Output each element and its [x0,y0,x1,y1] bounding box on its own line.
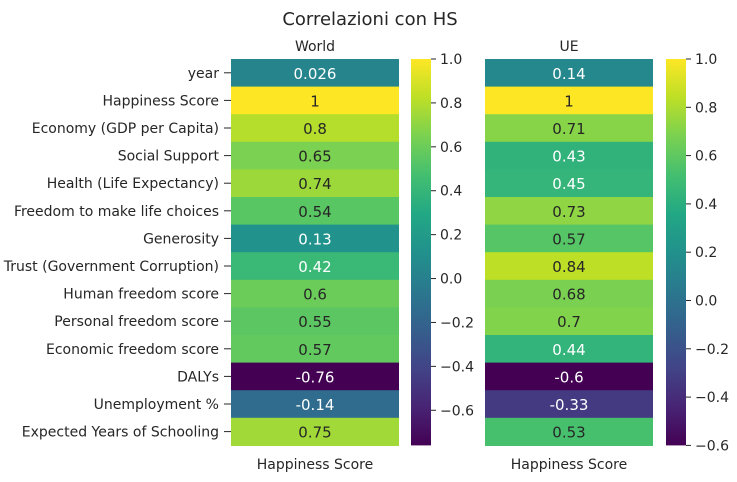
cell-value-label: 0.57 [298,341,331,359]
colorbar-tick-label: −0.4 [695,390,729,406]
cell-value-label: -0.76 [296,368,335,386]
heatmap-cell [485,335,653,364]
heatmap-cell [485,59,653,88]
heatmap-cell [231,141,399,170]
cell-value-label: 1 [564,92,574,110]
colorbar-tick-label: 0.8 [695,100,717,116]
colorbar-tick-label: 0.6 [695,149,717,165]
row-label: Expected Years of Schooling [22,425,219,441]
cell-value-label: 0.68 [552,286,585,304]
heatmap-cell [231,252,399,281]
heatmap-cell [485,197,653,226]
heatmap-cell [231,279,399,308]
heatmap-cell [231,362,399,391]
heatmap-cell [485,362,653,391]
panel-world: World 0.026 1 0.8 0.65 0.74 0.54 0.13 0.42 0.6 0.5… [231,39,474,473]
cell-value-label: 0.14 [552,65,585,83]
cell-value-label: 0.7 [557,313,581,331]
colorbar-tick-label: −0.6 [695,438,729,454]
colorbar-tick-label: 0.8 [440,96,462,112]
cell-value-label: 1 [310,92,320,110]
colorbar-tick-label: 0.4 [440,184,462,200]
x-axis-label: Happiness Score [511,457,628,473]
cell-value-label: 0.71 [552,120,585,138]
row-label: Personal freedom score [54,314,219,330]
heatmap-cell [485,86,653,115]
cell-value-label: 0.75 [298,424,331,442]
chart-title: Correlazioni con HS [282,9,457,30]
panel-ue: UE 0.14 1 0.71 0.43 0.45 0.73 0.57 0.84 0.68 0.7 0.… [485,39,729,473]
heatmap-cell [231,197,399,226]
colorbar-tick-label: 1.0 [440,52,462,68]
heatmap-cell [231,307,399,336]
heatmap-cell [231,224,399,253]
row-label: Trust (Government Corruption) [3,259,219,275]
heatmap-cell [485,169,653,198]
row-label: Freedom to make life choices [14,204,219,220]
heatmap-cell [485,224,653,253]
cell-value-label: 0.026 [294,65,337,83]
heatmap-cell [485,252,653,281]
heatmap-cell [231,114,399,143]
cell-value-label: 0.8 [303,120,327,138]
row-label: Happiness Score [102,93,219,109]
row-label: Human freedom score [63,287,219,303]
row-label: Economic freedom score [46,342,219,358]
heatmap-cell [485,307,653,336]
colorbar-tick-label: 0.0 [440,272,462,288]
heatmap-cell [231,169,399,198]
panel-subtitle: World [295,39,335,55]
cell-value-label: -0.14 [296,396,335,414]
heatmap-cell [485,114,653,143]
cell-value-label: 0.13 [298,230,331,248]
cell-value-label: 0.73 [552,203,585,221]
row-label: year [188,66,219,82]
cell-value-label: 0.54 [298,203,331,221]
cell-value-label: -0.6 [554,368,583,386]
row-label: Generosity [143,231,219,247]
panel-subtitle: UE [559,39,578,55]
heatmap-cell [231,417,399,446]
cell-value-label: 0.74 [298,175,331,193]
row-label: Health (Life Expectancy) [47,176,219,192]
colorbar-tick-label: 0.0 [695,294,717,310]
heatmap-cell [231,390,399,419]
heatmap-cell [485,417,653,446]
cell-value-label: 0.44 [552,341,585,359]
heatmap-cell [485,141,653,170]
heatmap-cell [231,59,399,88]
row-label: DALYs [177,369,219,385]
cell-value-label: 0.45 [552,175,585,193]
colorbar-tick-label: 0.2 [695,245,717,261]
x-axis-label: Happiness Score [257,457,374,473]
cell-value-label: 0.43 [552,148,585,166]
colorbar-tick-label: 0.2 [440,228,462,244]
cell-value-label: 0.6 [303,286,327,304]
heatmap-cell [231,86,399,115]
colorbar-tick-label: 1.0 [695,52,717,68]
colorbar-tick-label: 0.6 [440,140,462,156]
row-label: Economy (GDP per Capita) [32,121,219,137]
cell-value-label: 0.42 [298,258,331,276]
heatmap-cell [485,390,653,419]
colorbar-tick-label: −0.4 [440,359,474,375]
cell-value-label: 0.84 [552,258,585,276]
cell-value-label: 0.65 [298,148,331,166]
colorbar-tick-label: 0.4 [695,197,717,213]
cell-value-label: 0.55 [298,313,331,331]
heatmap-cell [231,335,399,364]
colorbar-tick-label: −0.2 [440,315,474,331]
cell-value-label: 0.53 [552,424,585,442]
row-labels: year Happiness Score Economy (GDP per Capi… [3,66,231,441]
cell-value-label: 0.57 [552,230,585,248]
row-label: Unemployment % [94,397,219,413]
row-label: Social Support [118,149,220,165]
cell-value-label: -0.33 [550,396,589,414]
colorbar-tick-label: −0.2 [695,342,729,358]
colorbar-tick-label: −0.6 [440,403,474,419]
colorbar [411,59,431,446]
heatmap-cell [485,279,653,308]
colorbar [666,59,686,446]
